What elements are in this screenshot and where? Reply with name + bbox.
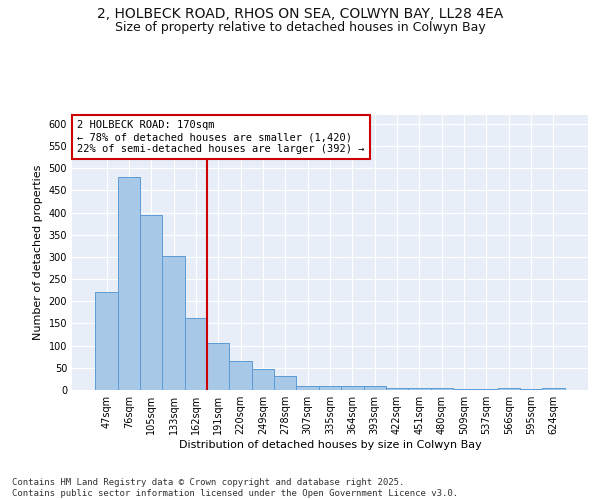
Bar: [520, 389, 542, 390]
Bar: [386, 388, 408, 390]
Bar: [95, 292, 118, 390]
Bar: [542, 388, 565, 390]
Y-axis label: Number of detached properties: Number of detached properties: [33, 165, 43, 340]
Bar: [431, 388, 453, 390]
Bar: [319, 386, 341, 390]
Bar: [497, 388, 520, 390]
Bar: [140, 215, 163, 390]
Bar: [252, 368, 274, 390]
Bar: [453, 389, 475, 390]
Bar: [341, 386, 364, 390]
Bar: [118, 177, 140, 390]
Text: 2 HOLBECK ROAD: 170sqm
← 78% of detached houses are smaller (1,420)
22% of semi-: 2 HOLBECK ROAD: 170sqm ← 78% of detached…: [77, 120, 365, 154]
Bar: [475, 389, 497, 390]
Bar: [163, 256, 185, 390]
Text: Size of property relative to detached houses in Colwyn Bay: Size of property relative to detached ho…: [115, 21, 485, 34]
Bar: [229, 361, 252, 390]
Text: Contains HM Land Registry data © Crown copyright and database right 2025.
Contai: Contains HM Land Registry data © Crown c…: [12, 478, 458, 498]
Bar: [274, 376, 296, 390]
Bar: [408, 388, 431, 390]
Bar: [296, 386, 319, 390]
Bar: [364, 386, 386, 390]
Text: 2, HOLBECK ROAD, RHOS ON SEA, COLWYN BAY, LL28 4EA: 2, HOLBECK ROAD, RHOS ON SEA, COLWYN BAY…: [97, 8, 503, 22]
Bar: [207, 344, 229, 390]
Bar: [185, 318, 207, 390]
X-axis label: Distribution of detached houses by size in Colwyn Bay: Distribution of detached houses by size …: [179, 440, 481, 450]
